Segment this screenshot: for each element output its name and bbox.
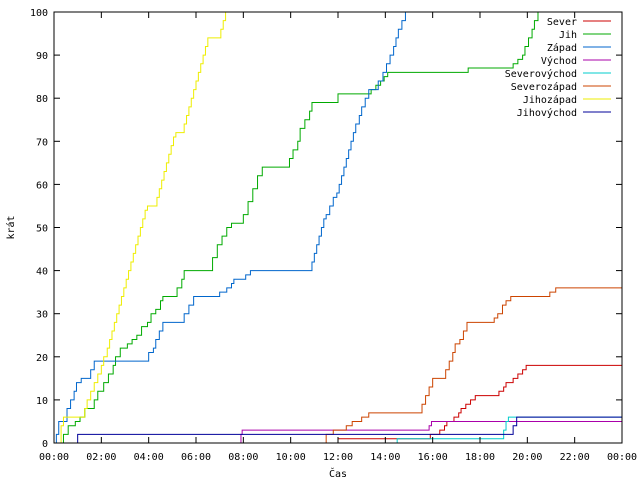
legend-label-zapad: Západ [547, 42, 577, 54]
series-line-severozapad [54, 287, 622, 444]
x-tick-label: 06:00 [181, 452, 211, 463]
y-axis-label: krát [5, 215, 17, 239]
legend-label-jihozapad: Jihozápad [523, 94, 577, 106]
legend-label-severovychod: Severovýchod [505, 68, 577, 80]
series-line-jih [54, 12, 539, 444]
x-axis-ticks: 00:00 02:00 04:00 06:00 08:00 10:00 12:00 14:00… [39, 12, 637, 463]
x-tick-label: 02:00 [86, 452, 116, 463]
y-tick-label: 50 [36, 224, 48, 235]
x-tick-label: 20:00 [512, 452, 542, 463]
y-axis-ticks: 0 10 20 30 40 50 60 70 80 90 100 [30, 8, 622, 450]
y-tick-label: 0 [42, 439, 48, 450]
x-tick-label: 10:00 [276, 452, 306, 463]
y-tick-label: 70 [36, 137, 48, 148]
legend-label-jih: Jih [559, 30, 577, 41]
x-tick-label: 16:00 [418, 452, 448, 463]
x-tick-label: 00:00 [39, 452, 69, 463]
x-tick-label: 00:00 [607, 452, 637, 463]
legend-label-jihovychod: Jihovýchod [517, 107, 577, 119]
legend: Sever JihZápadVýchodSeverovýchodSeverozáp… [505, 17, 611, 119]
y-tick-label: 80 [36, 94, 48, 105]
y-tick-label: 40 [36, 267, 48, 278]
legend-label-vychod: Východ [541, 55, 577, 67]
x-tick-label: 04:00 [134, 452, 164, 463]
x-tick-label: 22:00 [560, 452, 590, 463]
x-tick-label: 14:00 [370, 452, 400, 463]
series-line-sever [54, 364, 622, 444]
y-tick-label: 90 [36, 51, 48, 62]
y-tick-label: 60 [36, 180, 48, 191]
y-tick-label: 20 [36, 353, 48, 364]
y-tick-label: 10 [36, 396, 48, 407]
y-tick-label: 30 [36, 310, 48, 321]
legend-label-sever: Sever [547, 17, 577, 28]
x-axis-label: Čas [329, 467, 347, 480]
x-tick-label: 18:00 [465, 452, 495, 463]
y-tick-label: 100 [30, 8, 48, 19]
series-line-zapad [54, 12, 406, 444]
x-tick-label: 08:00 [228, 452, 258, 463]
series-line-jihozapad [54, 12, 227, 444]
legend-label-severozapad: Severozápad [511, 81, 577, 93]
x-tick-label: 12:00 [323, 452, 353, 463]
